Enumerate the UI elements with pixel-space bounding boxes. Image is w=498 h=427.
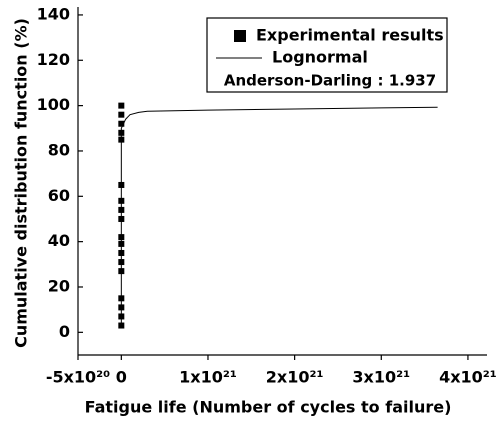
x-tick-label: 0 (116, 368, 127, 387)
x-tick-label: 4x10²¹ (439, 368, 497, 387)
y-tick-label: 20 (48, 276, 70, 295)
annotation: Anderson-Darling : 1.937 (224, 72, 436, 90)
y-tick-label: 40 (48, 231, 70, 250)
y-tick-label: 80 (48, 140, 70, 159)
y-tick-label: 60 (48, 186, 70, 205)
legend-marker (234, 30, 246, 42)
legend-label: Experimental results (256, 26, 444, 45)
legend (206, 17, 448, 93)
x-tick-label: -5x10²⁰ (46, 368, 110, 387)
point (118, 120, 125, 127)
x-tick-label: 1x10²¹ (179, 368, 237, 387)
x-axis-label: Fatigue life (Number of cycles to failur… (85, 398, 452, 417)
point (118, 111, 125, 118)
y-tick-label: 0 (59, 322, 70, 341)
y-axis-label: Cumulative distribution function (%) (12, 18, 31, 348)
line (120, 106, 438, 326)
y-tick-label: 100 (37, 95, 70, 114)
y-tick-label: 140 (37, 4, 70, 23)
legend-label: Lognormal (272, 48, 368, 67)
point (118, 102, 125, 109)
x-tick-label: 2x10²¹ (266, 368, 324, 387)
y-tick-label: 120 (37, 50, 70, 69)
x-tick-label: 3x10²¹ (352, 368, 410, 387)
